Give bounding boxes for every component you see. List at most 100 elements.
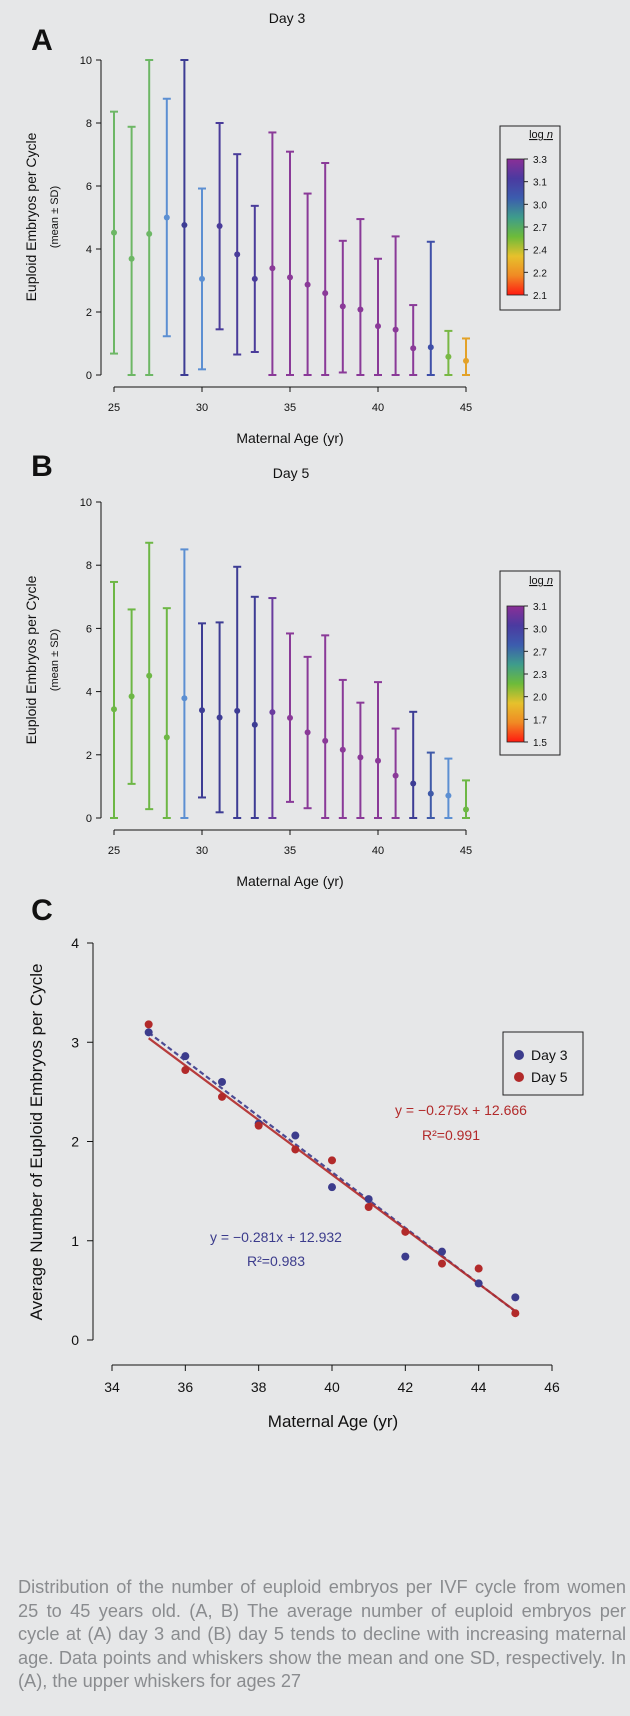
panel-b-colorbar-frame xyxy=(499,570,561,756)
panel-b-mean-point xyxy=(111,706,117,713)
panel-a-mean-point xyxy=(163,214,170,221)
panel-c-y-label: Average Number of Euploid Embryos per Cy… xyxy=(27,964,46,1321)
panel-b-mean-point xyxy=(375,757,381,764)
panel-a-mean-point xyxy=(287,274,293,281)
panel-b-colorbar-tick-label: 3.0 xyxy=(533,625,547,636)
panel-b-y-tick-label: 4 xyxy=(86,687,92,699)
panel-b-y-tick-label: 6 xyxy=(86,623,92,635)
panel-a-mean-point xyxy=(128,255,135,262)
panel-c-point-day5 xyxy=(254,1121,263,1130)
panel-a-mean-point xyxy=(427,344,434,351)
panel-b-mean-point xyxy=(146,672,153,679)
panel-a-mean-point xyxy=(251,275,258,282)
panel-b-colorbar-tick-label: 2.3 xyxy=(533,670,547,681)
panel-c-x-tick-label: 42 xyxy=(398,1379,414,1395)
panel-a-mean-point xyxy=(392,326,399,333)
panel-b-mean-point xyxy=(304,729,311,736)
panel-b-y-tick-label: 10 xyxy=(80,497,92,509)
panel-b-mean-point xyxy=(269,709,276,716)
panel-b-colorbar-tick-label: 2.7 xyxy=(533,647,547,658)
panel-c-y-tick-label: 4 xyxy=(71,935,79,951)
panel-a-y-tick-label: 10 xyxy=(80,55,92,67)
panel-b-x-label: Maternal Age (yr) xyxy=(236,873,343,889)
panel-a-mean-point xyxy=(304,281,311,288)
panel-a-colorbar-tick-label: 2.7 xyxy=(533,223,547,234)
panel-c-point-day3 xyxy=(181,1052,190,1061)
panel-b-mean-point xyxy=(199,707,205,714)
panel-c-point-day5 xyxy=(364,1203,373,1212)
panel-a-mean-point xyxy=(463,357,469,364)
panel-c-point-day5 xyxy=(401,1227,410,1236)
panel-b-mean-point xyxy=(234,707,241,714)
panel-a-colorbar-tick-label: 2.4 xyxy=(533,246,547,257)
panel-c-x-tick-label: 44 xyxy=(471,1379,487,1395)
panel-a-x-tick-label: 35 xyxy=(284,402,296,414)
panel-c-legend-swatch xyxy=(514,1072,524,1082)
panel-b-colorbar-tick-label: 1.7 xyxy=(533,715,547,726)
panel-c-legend-label: Day 3 xyxy=(531,1047,568,1063)
panel-a-x-tick-label: 40 xyxy=(372,402,384,414)
panel-c-y-tick-label: 3 xyxy=(71,1034,79,1050)
panel-b-x-tick-label: 35 xyxy=(284,845,296,857)
panel-c-day3-equation: y = −0.281x + 12.932 xyxy=(210,1229,342,1245)
panel-b-mean-point xyxy=(287,714,293,721)
panel-a-mean-point xyxy=(146,230,153,237)
panel-a-mean-point xyxy=(339,303,346,310)
panel-c-point-day5 xyxy=(511,1309,520,1318)
panel-b-y-tick-label: 8 xyxy=(86,560,92,572)
panel-a-colorbar-tick-label: 2.2 xyxy=(533,268,547,279)
panel-a-mean-point xyxy=(375,323,381,330)
panel-c-point-day5 xyxy=(181,1066,190,1075)
panel-b-mean-point xyxy=(216,714,223,721)
panel-b-y-sublabel: (mean ± SD) xyxy=(49,629,61,691)
panel-c-day5-r2: R²=0.991 xyxy=(422,1127,480,1143)
panel-c-point-day3 xyxy=(218,1077,226,1086)
panel-a-colorbar-tick-label: 3.1 xyxy=(533,178,547,189)
panel-c-y-tick-label: 0 xyxy=(71,1332,79,1348)
panel-a-colorbar-tick-label: 2.1 xyxy=(533,291,547,302)
panel-c-y-tick-label: 1 xyxy=(71,1233,79,1249)
panel-b-mean-point xyxy=(410,780,417,787)
panel-b-mean-point xyxy=(322,737,329,744)
panel-b-colorbar-tick-label: 2.0 xyxy=(533,693,547,704)
panel-b-x-tick-label: 45 xyxy=(460,845,472,857)
panel-c-fit-line-day3 xyxy=(148,1031,516,1313)
panel-a-y-tick-label: 6 xyxy=(86,181,92,193)
panel-a-colorbar xyxy=(506,158,525,296)
panel-b-mean-point xyxy=(181,695,188,702)
panel-a-y-tick-label: 0 xyxy=(86,370,92,382)
panel-a-y-sublabel: (mean ± SD) xyxy=(49,186,61,248)
panel-c-x-tick-label: 46 xyxy=(544,1379,560,1395)
panel-c-point-day5 xyxy=(218,1092,226,1101)
panel-b-mean-point xyxy=(128,693,135,700)
panel-a-colorbar-label: log n xyxy=(529,129,553,141)
panel-a-y-tick-label: 4 xyxy=(86,244,92,256)
panel-b-mean-point xyxy=(445,792,452,799)
panel-b-colorbar xyxy=(506,605,525,743)
panel-b-mean-point xyxy=(357,754,364,761)
panel-a-colorbar-tick-label: 3.0 xyxy=(533,200,547,211)
panel-c-point-day3 xyxy=(144,1028,153,1037)
panel-b-title: Day 5 xyxy=(273,465,310,481)
panel-b-y-label: Euploid Embryos per Cycle xyxy=(23,575,39,744)
panel-a-y-label: Euploid Embryos per Cycle xyxy=(23,132,39,301)
panel-c-x-tick-label: 34 xyxy=(104,1379,120,1395)
figure-caption: Distribution of the number of euploid em… xyxy=(18,1577,626,1691)
panel-b-mean-point xyxy=(251,721,258,728)
panel-b-mean-point xyxy=(427,790,434,797)
panel-b-y-tick-label: 2 xyxy=(86,750,92,762)
panel-b-letter: B xyxy=(31,450,53,483)
panel-b-mean-point xyxy=(339,746,346,753)
panel-c-point-day5 xyxy=(144,1020,153,1029)
panel-c-x-label: Maternal Age (yr) xyxy=(268,1412,398,1431)
panel-a-mean-point xyxy=(199,275,205,282)
panel-c-legend xyxy=(502,1031,584,1096)
panel-a-mean-point xyxy=(234,251,241,258)
panel-c-legend-label: Day 5 xyxy=(531,1069,568,1085)
panel-a-mean-point xyxy=(181,222,188,229)
panel-c-letter: C xyxy=(31,894,53,927)
panel-a-x-label: Maternal Age (yr) xyxy=(236,430,343,446)
panel-a-y-tick-label: 8 xyxy=(86,118,92,130)
panel-c-point-day3 xyxy=(438,1247,446,1256)
